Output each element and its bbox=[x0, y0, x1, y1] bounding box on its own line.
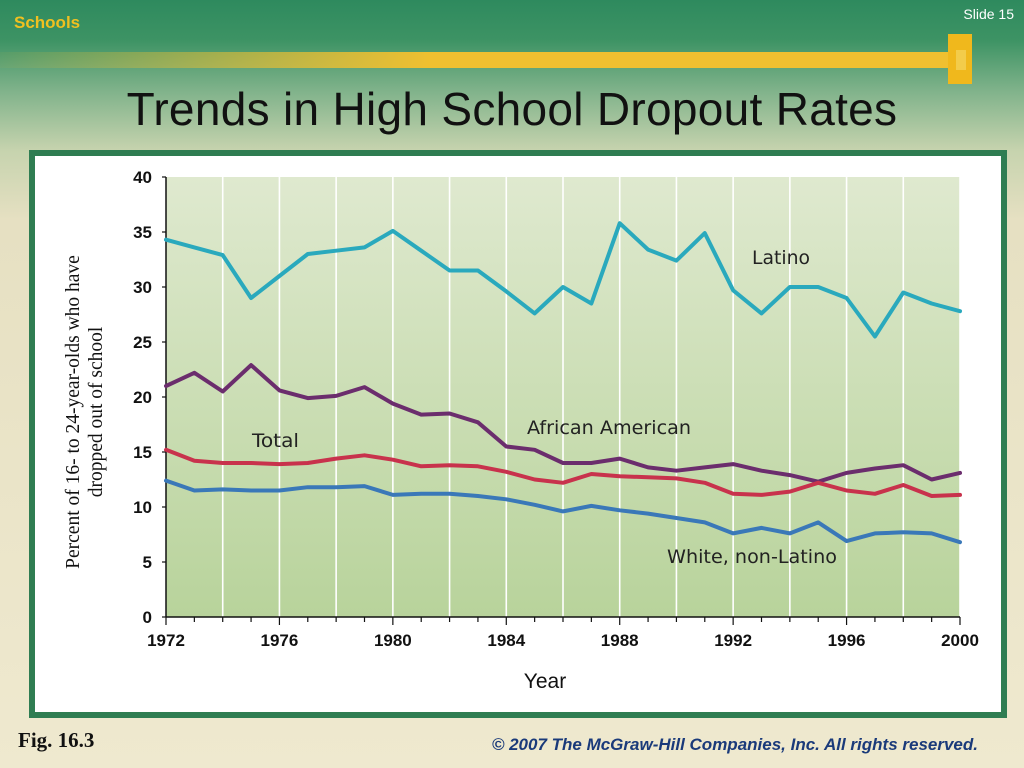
series-label-latino: Latino bbox=[752, 247, 810, 269]
y-tick-label: 15 bbox=[133, 443, 152, 462]
decorative-bar bbox=[0, 52, 958, 68]
y-tick-label: 5 bbox=[143, 553, 152, 572]
y-tick-label: 40 bbox=[133, 168, 152, 187]
y-tick-label: 20 bbox=[133, 388, 152, 407]
y-tick-label: 0 bbox=[143, 608, 152, 627]
x-tick-label: 1996 bbox=[828, 631, 866, 650]
series-label-african-american: African American bbox=[527, 417, 691, 439]
x-tick-label: 1972 bbox=[147, 631, 185, 650]
y-tick-label: 35 bbox=[133, 223, 152, 242]
slide-number: Slide 15 bbox=[963, 6, 1014, 22]
x-tick-label: 2000 bbox=[941, 631, 979, 650]
series-label-white-non-latino: White, non-Latino bbox=[667, 546, 837, 568]
y-axis-title: Percent of 16- to 24-year-olds who have d… bbox=[63, 255, 107, 569]
y-tick-label: 30 bbox=[133, 278, 152, 297]
series-line-latino bbox=[164, 221, 962, 339]
x-tick-label: 1976 bbox=[261, 631, 299, 650]
x-tick-label: 1988 bbox=[601, 631, 639, 650]
y-tick-label: 25 bbox=[133, 333, 152, 352]
section-label: Schools bbox=[14, 13, 81, 32]
x-tick-label: 1992 bbox=[714, 631, 752, 650]
x-tick-label: 1984 bbox=[487, 631, 525, 650]
x-tick-label: 1980 bbox=[374, 631, 412, 650]
y-tick-label: 10 bbox=[133, 498, 152, 517]
series-line-total bbox=[164, 447, 962, 498]
copyright-notice: © 2007 The McGraw-Hill Companies, Inc. A… bbox=[491, 735, 978, 754]
x-axis-title: Year bbox=[524, 670, 566, 693]
series-label-total: Total bbox=[251, 430, 299, 452]
figure-label: Fig. 16.3 bbox=[18, 728, 95, 752]
slide-title: Trends in High School Dropout Rates bbox=[126, 83, 898, 135]
decorative-square-inner bbox=[956, 50, 966, 70]
series-line-white-non-latino bbox=[164, 478, 962, 545]
series-line-african-american bbox=[164, 363, 962, 484]
